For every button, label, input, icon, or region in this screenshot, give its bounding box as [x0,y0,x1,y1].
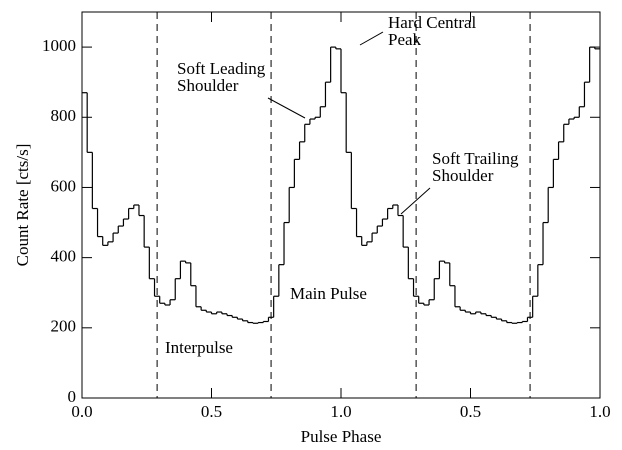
annotation: Soft Trailing [432,149,519,168]
x-tick-label: 0.0 [71,402,92,421]
x-tick-label: 1.0 [589,402,610,421]
x-tick-label: 1.0 [330,402,351,421]
y-tick-label: 0 [68,387,77,406]
y-tick-label: 1000 [42,36,76,55]
x-tick-label: 0.5 [460,402,481,421]
pointer [359,31,384,46]
annotation: Shoulder [432,166,494,185]
x-axis-label: Pulse Phase [301,427,382,446]
pointer [400,187,431,215]
annotation: Shoulder [177,76,239,95]
annotation: Soft Leading [177,59,266,78]
y-tick-label: 400 [51,247,77,266]
annotation: Hard Central [388,13,477,32]
annotation: Interpulse [165,338,233,357]
annotation: Peak [388,30,422,49]
x-tick-label: 0.5 [201,402,222,421]
y-tick-label: 800 [51,106,77,125]
annotation: Main Pulse [290,284,367,303]
y-tick-label: 600 [51,176,77,195]
y-axis-label: Count Rate [cts/s] [13,144,32,267]
y-tick-label: 200 [51,317,77,336]
pointer [267,97,306,119]
